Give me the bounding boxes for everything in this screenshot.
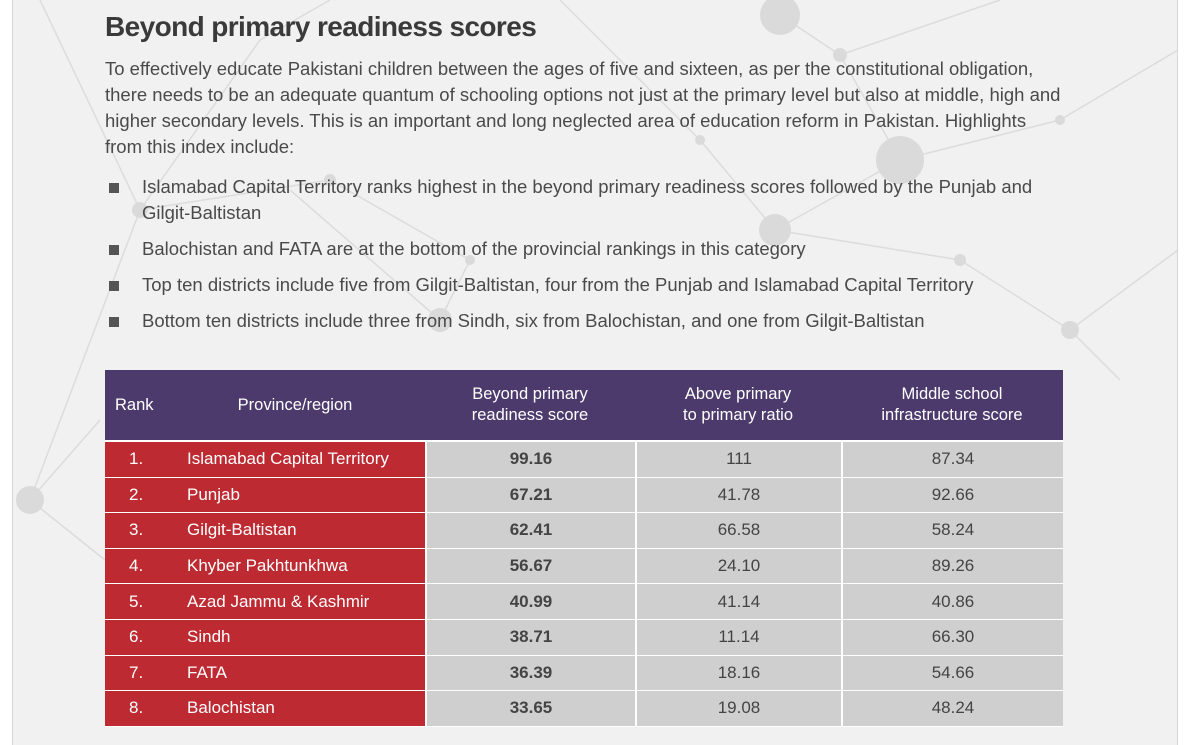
header-line: to primary ratio: [682, 406, 794, 424]
rank-cell: 4.: [105, 548, 165, 584]
header-divider: [105, 440, 1063, 442]
infrastructure-score-cell: 48.24: [841, 691, 1063, 726]
rank-cell: 3.: [105, 513, 165, 548]
header-line: Beyond primary: [472, 385, 588, 403]
readiness-score-cell: 67.21: [425, 477, 635, 513]
readiness-score-cell: 56.67: [425, 548, 635, 584]
province-cell: Islamabad Capital Territory: [165, 442, 425, 477]
province-cell: Gilgit-Baltistan: [165, 513, 425, 548]
ratio-cell: 111: [635, 442, 841, 477]
infrastructure-score-cell: 58.24: [841, 513, 1063, 548]
province-cell: Balochistan: [165, 691, 425, 726]
infrastructure-score-cell: 66.30: [841, 619, 1063, 655]
table-row: 2. Punjab 67.21 41.78 92.66: [105, 477, 1063, 514]
table-row: 8. Balochistan 33.65 19.08 48.24: [105, 691, 1063, 727]
rank-cell: 5.: [105, 584, 165, 619]
table-header: Rank Province/region Beyond primary readi…: [105, 370, 1063, 440]
intro-paragraph: To effectively educate Pakistani childre…: [105, 58, 1061, 157]
ratio-cell: 18.16: [635, 655, 841, 691]
readiness-score-cell: 40.99: [425, 584, 635, 619]
list-item: Islamabad Capital Territory ranks highes…: [105, 174, 1070, 226]
section-heading: Beyond primary readiness scores: [105, 11, 537, 42]
rankings-table: Rank Province/region Beyond primary readi…: [105, 370, 1063, 727]
table-row: 1. Islamabad Capital Territory 99.16 111 87.…: [105, 442, 1063, 478]
ratio-cell: 11.14: [635, 619, 841, 655]
list-item: Top ten districts include five from Gilg…: [105, 272, 1070, 298]
bullet-square-icon: [109, 281, 119, 291]
table-row: 5. Azad Jammu & Kashmir 40.99 41.14 40.86: [105, 584, 1063, 620]
header-province: Province/region: [237, 395, 353, 414]
bullet-text: Top ten districts include five from Gilg…: [142, 274, 974, 295]
rank-cell: 1.: [105, 442, 165, 477]
ratio-cell: 41.14: [635, 584, 841, 619]
ratio-cell: 19.08: [635, 691, 841, 726]
header-primary-ratio: Above primary to primary ratio: [635, 370, 841, 440]
table-body: 1. Islamabad Capital Territory 99.16 111 87.…: [105, 442, 1063, 727]
rank-cell: 7.: [105, 655, 165, 691]
province-cell: Khyber Pakhtunkhwa: [165, 548, 425, 584]
province-cell: Punjab: [165, 477, 425, 513]
highlights-list: Islamabad Capital Territory ranks highes…: [105, 174, 1070, 334]
list-item: Balochistan and FATA are at the bottom o…: [105, 236, 1070, 262]
table-row: 6. Sindh 38.71 11.14 66.30: [105, 619, 1063, 656]
ratio-cell: 41.78: [635, 477, 841, 513]
header-line: readiness score: [471, 406, 589, 424]
bullet-text: Balochistan and FATA are at the bottom o…: [142, 238, 806, 259]
infrastructure-score-cell: 92.66: [841, 477, 1063, 513]
header-rank: Rank: [115, 395, 154, 414]
bullet-text: Islamabad Capital Territory ranks highes…: [142, 176, 1033, 223]
ratio-cell: 24.10: [635, 548, 841, 584]
readiness-score-cell: 62.41: [425, 513, 635, 548]
bullet-square-icon: [109, 183, 119, 193]
list-item: Bottom ten districts include three from …: [105, 308, 1070, 334]
infrastructure-score-cell: 40.86: [841, 584, 1063, 619]
infrastructure-score-cell: 89.26: [841, 548, 1063, 584]
table-row: 7. FATA 36.39 18.16 54.66: [105, 655, 1063, 692]
readiness-score-cell: 36.39: [425, 655, 635, 691]
readiness-score-cell: 99.16: [425, 442, 635, 477]
bullet-square-icon: [109, 245, 119, 255]
readiness-score-cell: 33.65: [425, 691, 635, 726]
infrastructure-score-cell: 54.66: [841, 655, 1063, 691]
header-readiness-score: Beyond primary readiness score: [425, 370, 635, 440]
readiness-score-cell: 38.71: [425, 619, 635, 655]
rank-cell: 2.: [105, 477, 165, 513]
page-left-margin: [0, 0, 13, 745]
province-cell: Sindh: [165, 619, 425, 655]
header-line: Middle school: [901, 385, 1003, 403]
page-right-margin: [1177, 0, 1200, 745]
province-cell: FATA: [165, 655, 425, 691]
ratio-cell: 66.58: [635, 513, 841, 548]
bullet-text: Bottom ten districts include three from …: [142, 310, 925, 331]
table-row: 3. Gilgit-Baltistan 62.41 66.58 58.24: [105, 513, 1063, 549]
rank-cell: 8.: [105, 691, 165, 726]
table-row: 4. Khyber Pakhtunkhwa 56.67 24.10 89.26: [105, 548, 1063, 585]
bullet-square-icon: [109, 317, 119, 327]
province-cell: Azad Jammu & Kashmir: [165, 584, 425, 619]
header-line: Above primary: [684, 385, 792, 403]
rank-cell: 6.: [105, 619, 165, 655]
header-infrastructure-score: Middle school infrastructure score: [841, 370, 1063, 440]
article-content: Beyond primary readiness scores To effec…: [105, 10, 1070, 344]
infrastructure-score-cell: 87.34: [841, 442, 1063, 477]
header-line: infrastructure score: [881, 406, 1023, 424]
